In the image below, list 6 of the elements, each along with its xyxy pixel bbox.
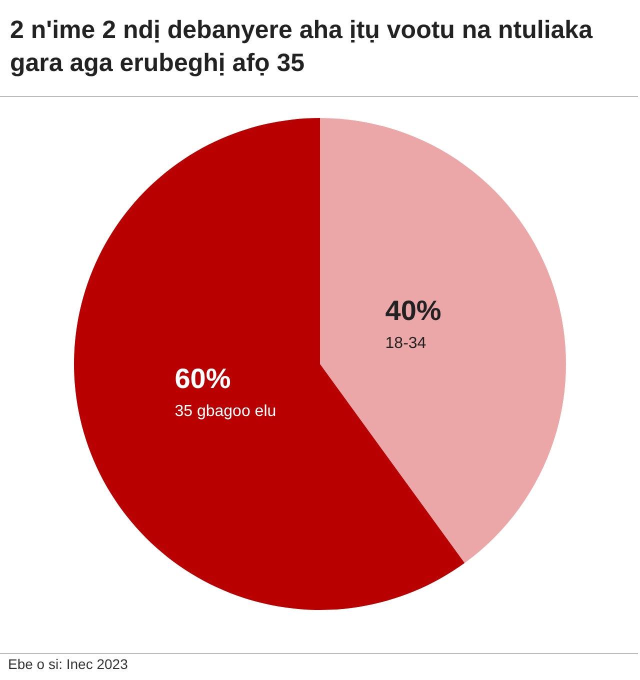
text: Ebe o si: Inec 2023 (8, 656, 128, 672)
slice-label: 35 gbagoo elu (174, 403, 276, 420)
slice-label: 18-34 (385, 334, 426, 352)
chart-title: 2 n'ime 2 ndị debanyere aha ịtụ vootu na ntuliaka gara aga erubeghị afọ 35 (10, 15, 594, 79)
data-label: 40% (385, 294, 442, 326)
data-label: 60% (174, 363, 231, 394)
